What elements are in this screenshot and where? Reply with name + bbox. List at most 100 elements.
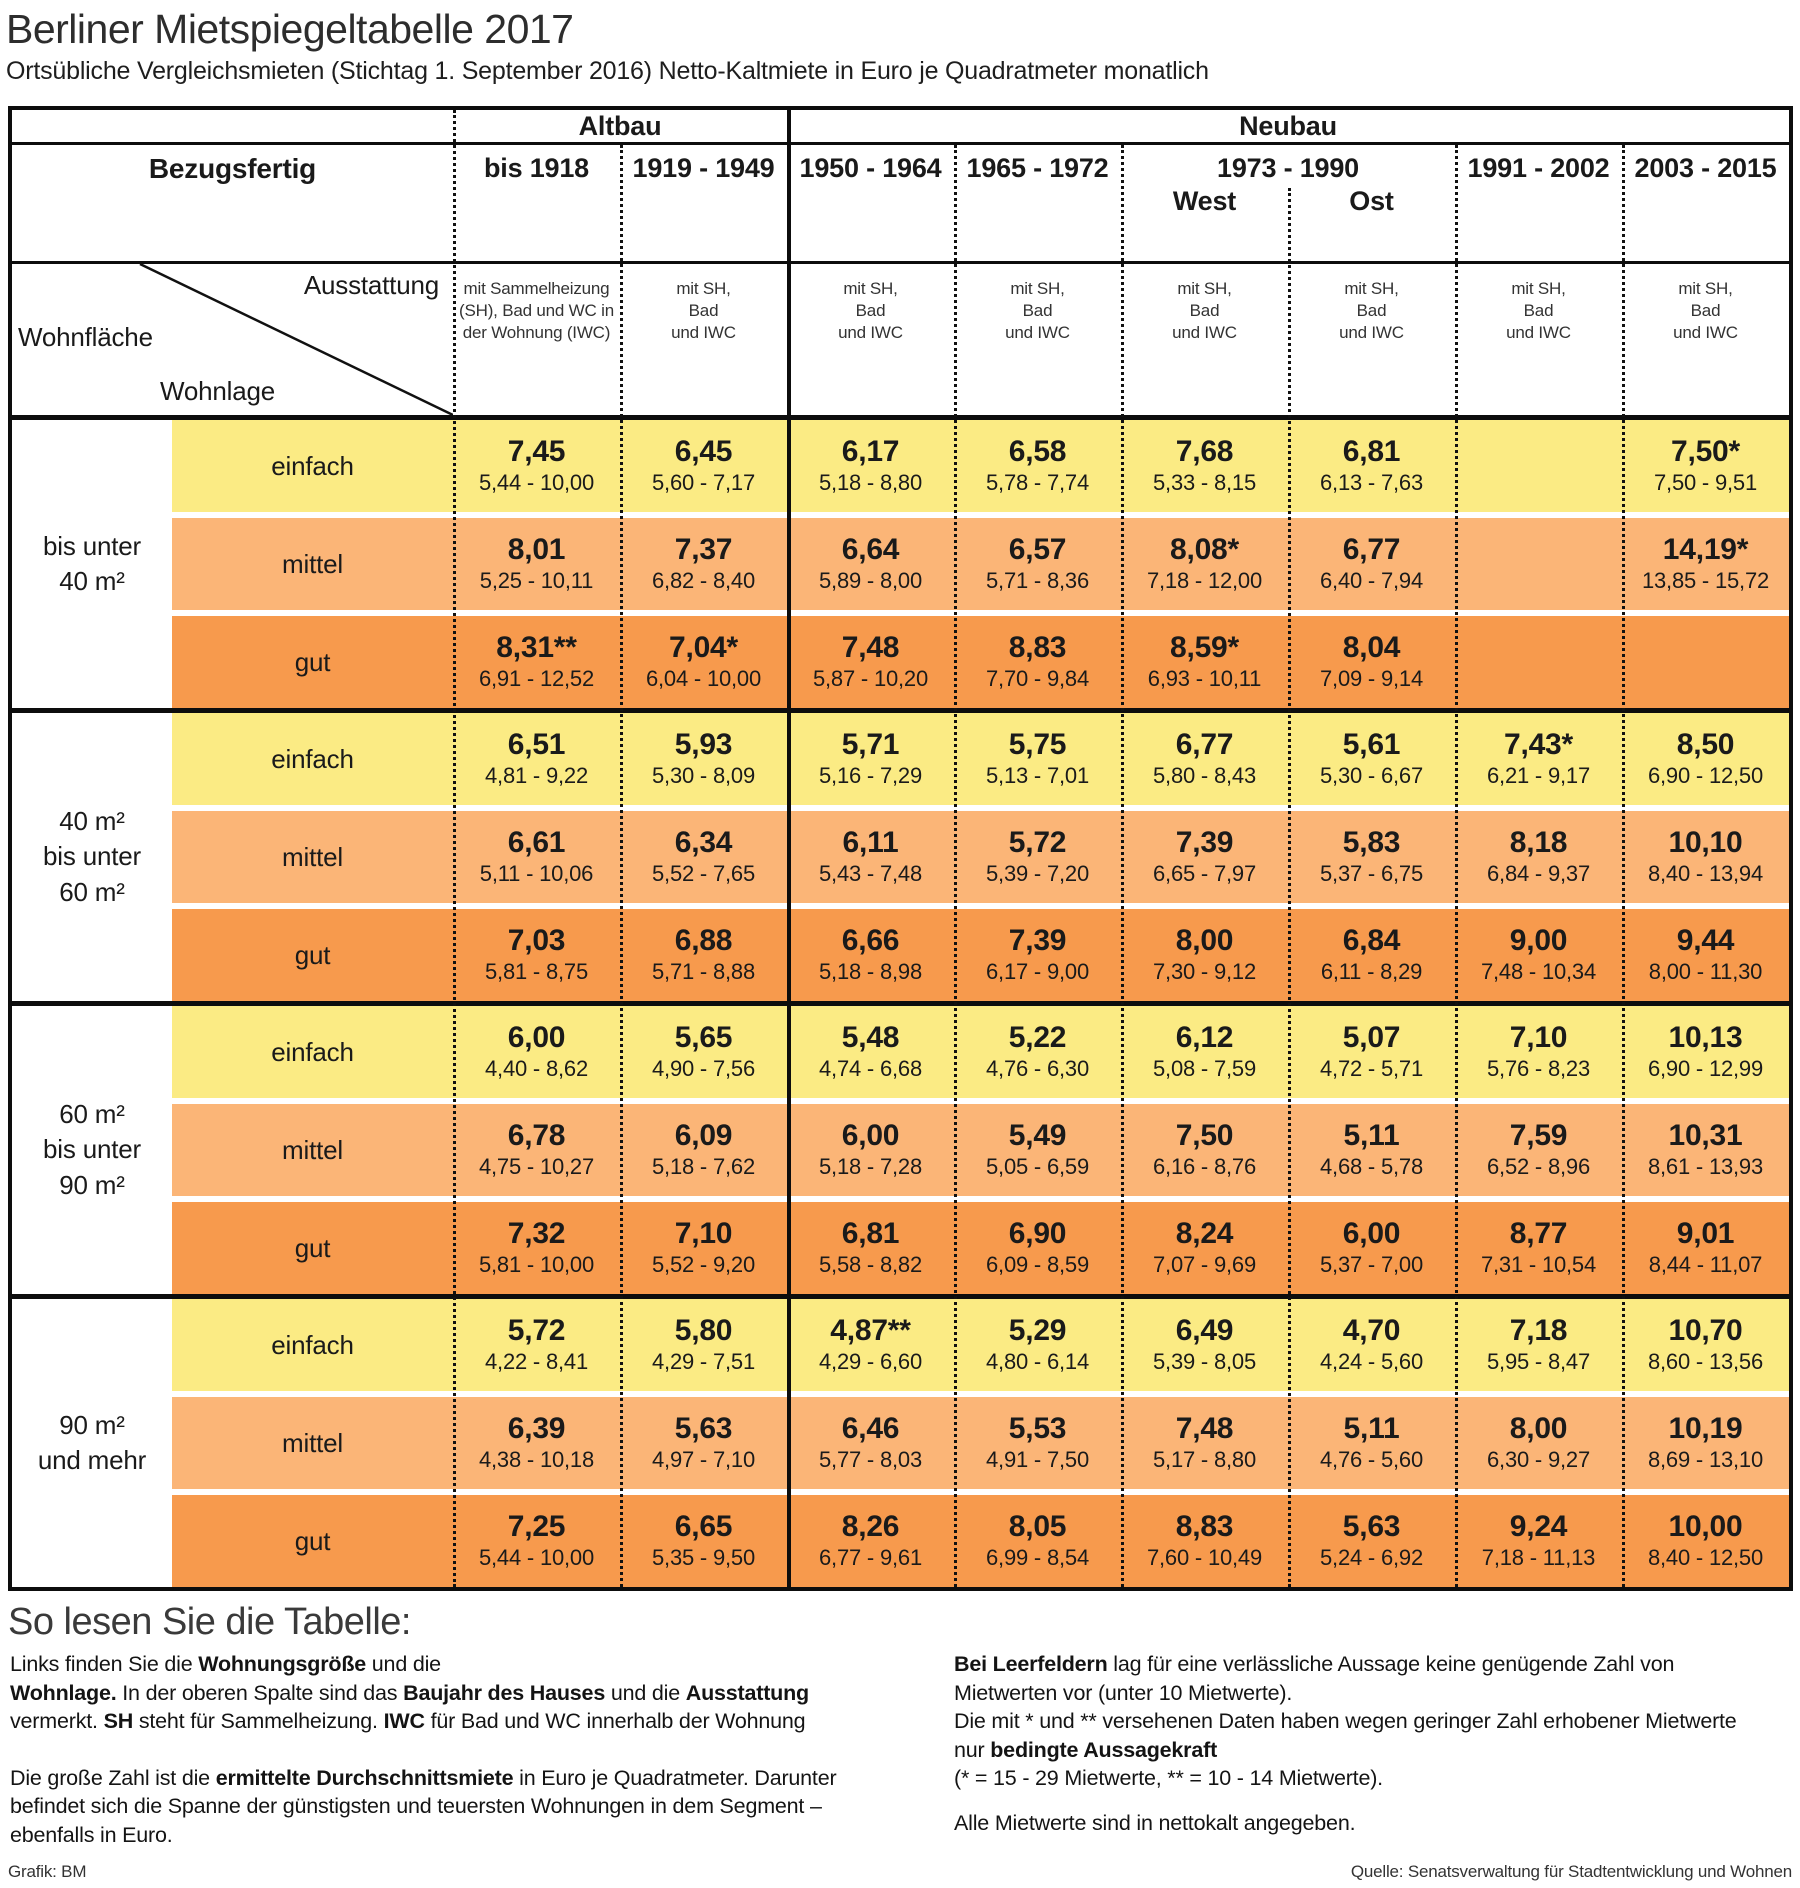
source-credit: Quelle: Senatsverwaltung für Stadtentwic… xyxy=(1350,1862,1792,1881)
rent-cell: 4,70 4,24 - 5,60 xyxy=(1288,1299,1455,1391)
rent-cell: 6,81 5,58 - 8,82 xyxy=(787,1202,954,1294)
rent-average: 6,00 xyxy=(841,1118,900,1152)
rent-range: 6,30 - 9,27 xyxy=(1487,1447,1590,1473)
rent-range: 5,37 - 6,75 xyxy=(1320,861,1423,887)
rent-cell: 14,19* 13,85 - 15,72 xyxy=(1622,518,1789,610)
rent-average: 10,10 xyxy=(1668,825,1743,859)
rent-range: 7,09 - 9,14 xyxy=(1320,666,1423,692)
rent-average: 8,24 xyxy=(1175,1216,1234,1250)
rent-range: 4,90 - 7,56 xyxy=(652,1056,755,1082)
rent-average: 5,63 xyxy=(1342,1509,1401,1543)
equipment-cell-7: mit SH, Bad und IWC xyxy=(1506,279,1571,342)
rent-range: 5,89 - 8,00 xyxy=(819,568,922,594)
rent-cell: 7,48 5,17 - 8,80 xyxy=(1121,1397,1288,1489)
wohnlage-gut: gut xyxy=(294,939,331,970)
rent-average: 5,80 xyxy=(674,1313,733,1347)
bezugsfertig-header: Bezugsfertig xyxy=(148,153,317,184)
rent-range: 5,35 - 9,50 xyxy=(652,1545,755,1571)
rent-average: 7,59 xyxy=(1509,1118,1568,1152)
rent-average: 5,29 xyxy=(1008,1313,1067,1347)
rent-average: 5,11 xyxy=(1343,1411,1400,1445)
rent-average: 6,17 xyxy=(841,434,900,468)
rent-cell: 5,72 4,22 - 8,41 xyxy=(453,1299,620,1391)
equipment-cell-6: mit SH, Bad und IWC xyxy=(1339,279,1404,342)
rent-range: 4,68 - 5,78 xyxy=(1320,1154,1423,1180)
footnote-paragraph: Bei Leerfeldern lag für eine verlässlich… xyxy=(954,1652,1737,1791)
rent-cell: 10,10 8,40 - 13,94 xyxy=(1622,811,1789,903)
wohnlage-gut: gut xyxy=(294,1232,331,1263)
rent-cell: 6,34 5,52 - 7,65 xyxy=(620,811,787,903)
rent-range: 4,72 - 5,71 xyxy=(1320,1056,1423,1082)
rent-cell: 8,31** 6,91 - 12,52 xyxy=(453,616,620,708)
rent-average: 7,32 xyxy=(507,1216,566,1250)
rent-cell: 5,22 4,76 - 6,30 xyxy=(954,1006,1121,1098)
rent-cell: 7,48 5,87 - 10,20 xyxy=(787,616,954,708)
rent-cell: 6,00 4,40 - 8,62 xyxy=(453,1006,620,1098)
rent-average: 8,04 xyxy=(1342,630,1401,664)
rent-cell: 6,57 5,71 - 8,36 xyxy=(954,518,1121,610)
rent-average: 7,39 xyxy=(1175,825,1234,859)
rent-cell: 10,31 8,61 - 13,93 xyxy=(1622,1104,1789,1196)
rent-range: 5,16 - 7,29 xyxy=(819,763,922,789)
rent-cell: 6,51 4,81 - 9,22 xyxy=(453,713,620,805)
rent-cell: 8,24 7,07 - 9,69 xyxy=(1121,1202,1288,1294)
rent-average: 6,34 xyxy=(674,825,733,859)
rent-cell: 7,59 6,52 - 8,96 xyxy=(1455,1104,1622,1196)
rent-range: 8,44 - 11,07 xyxy=(1648,1252,1763,1278)
diagonal-line xyxy=(139,264,453,415)
rent-range: 13,85 - 15,72 xyxy=(1641,568,1770,594)
rent-range: 5,43 - 7,48 xyxy=(819,861,922,887)
rent-average: 5,71 xyxy=(841,727,900,761)
rent-range: 5,17 - 8,80 xyxy=(1153,1447,1256,1473)
rent-range: 6,90 - 12,99 xyxy=(1647,1056,1764,1082)
rent-average: 6,46 xyxy=(841,1411,900,1445)
rent-cell: 5,93 5,30 - 8,09 xyxy=(620,713,787,805)
rent-cell: 8,77 7,31 - 10,54 xyxy=(1455,1202,1622,1294)
rent-cell: 6,77 6,40 - 7,94 xyxy=(1288,518,1455,610)
year-col-2003-2015: 2003 - 2015 xyxy=(1634,153,1777,183)
rent-cell-empty xyxy=(1455,518,1622,610)
year-1973-1990-label: 1973 - 1990 xyxy=(1217,153,1359,183)
rent-range: 5,44 - 10,00 xyxy=(478,1545,595,1571)
corner-empty-cell xyxy=(12,110,453,142)
rent-average: 5,65 xyxy=(674,1020,733,1054)
rent-cell: 7,50 6,16 - 8,76 xyxy=(1121,1104,1288,1196)
rent-range: 4,22 - 8,41 xyxy=(485,1349,588,1375)
rent-range: 6,91 - 12,52 xyxy=(478,666,595,692)
year-header-row: Bezugsfertig bis 1918 1919 - 1949 1950 -… xyxy=(12,145,1789,264)
rent-average: 6,65 xyxy=(674,1509,733,1543)
rent-average: 5,07 xyxy=(1342,1020,1401,1054)
rent-range: 7,31 - 10,54 xyxy=(1480,1252,1597,1278)
rent-average: 8,83 xyxy=(1175,1509,1234,1543)
rent-average: 5,22 xyxy=(1008,1020,1067,1054)
rent-range: 5,08 - 7,59 xyxy=(1153,1056,1256,1082)
rent-average: 10,70 xyxy=(1668,1313,1743,1347)
rent-average: 10,00 xyxy=(1668,1509,1743,1543)
rent-average: 9,44 xyxy=(1676,923,1735,957)
rent-average: 5,11 xyxy=(1343,1118,1400,1152)
rent-range: 4,97 - 7,10 xyxy=(652,1447,755,1473)
rent-range: 5,78 - 7,74 xyxy=(986,470,1089,496)
rent-average: 7,03 xyxy=(507,923,566,957)
rent-average: 7,04* xyxy=(668,630,739,664)
wohnflaeche-group-label: bis unter 40 m² xyxy=(12,420,172,708)
rent-cell: 8,50 6,90 - 12,50 xyxy=(1622,713,1789,805)
rent-range: 4,80 - 6,14 xyxy=(986,1349,1089,1375)
rent-cell: 6,65 5,35 - 9,50 xyxy=(620,1495,787,1587)
rent-cell: 7,03 5,81 - 8,75 xyxy=(453,909,620,1001)
rent-average: 7,10 xyxy=(674,1216,733,1250)
rent-cell: 6,61 5,11 - 10,06 xyxy=(453,811,620,903)
rent-cell: 6,09 5,18 - 7,62 xyxy=(620,1104,787,1196)
rent-cell: 7,37 6,82 - 8,40 xyxy=(620,518,787,610)
rent-range: 4,29 - 7,51 xyxy=(652,1349,755,1375)
rent-range: 8,40 - 13,94 xyxy=(1647,861,1764,887)
column-group-altbau: Altbau xyxy=(578,110,662,141)
wohnlage-gut: gut xyxy=(294,646,331,677)
rent-range: 4,75 - 10,27 xyxy=(478,1154,595,1180)
rent-range: 8,00 - 11,30 xyxy=(1648,959,1763,985)
rent-range: 4,38 - 10,18 xyxy=(478,1447,595,1473)
rent-cell: 5,80 4,29 - 7,51 xyxy=(620,1299,787,1391)
group-rows: einfach 5,72 4,22 - 8,41 5,80 4,29 - 7,51 4,8… xyxy=(172,1299,1789,1587)
footnote-paragraph: Links finden Sie die Wohnungsgröße und d… xyxy=(10,1652,809,1734)
